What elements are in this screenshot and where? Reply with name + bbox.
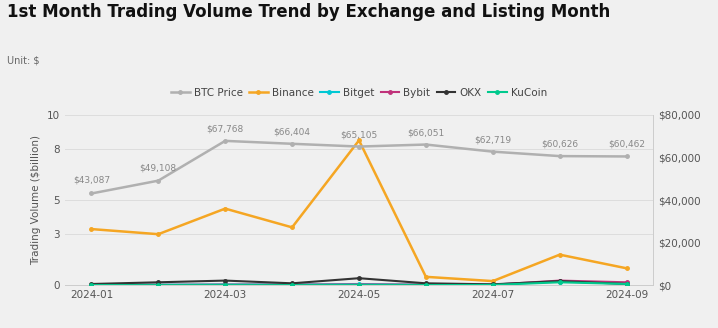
KuCoin [488, 283, 497, 287]
Bybit [488, 283, 497, 287]
KuCoin [623, 282, 631, 286]
BTC Price [421, 143, 430, 147]
Binance [488, 279, 497, 283]
Bitget [288, 282, 297, 286]
BTC Price [488, 150, 497, 154]
KuCoin [87, 283, 95, 287]
Line: Bybit: Bybit [90, 279, 628, 287]
Bybit [87, 283, 95, 287]
Line: Bitget: Bitget [90, 280, 628, 286]
KuCoin [288, 283, 297, 287]
Y-axis label: Trading Volume ($billion): Trading Volume ($billion) [31, 135, 41, 265]
KuCoin [154, 283, 162, 287]
Bybit [154, 283, 162, 287]
OKX [556, 279, 564, 283]
Bitget [623, 281, 631, 285]
Bitget [221, 282, 230, 286]
Bitget [154, 283, 162, 287]
Binance [87, 227, 95, 231]
Bybit [355, 282, 363, 286]
KuCoin [556, 280, 564, 284]
Text: $67,768: $67,768 [207, 124, 244, 133]
Bybit [288, 283, 297, 287]
Text: $60,462: $60,462 [608, 140, 645, 149]
OKX [221, 278, 230, 282]
Bybit [421, 283, 430, 287]
Legend: BTC Price, Binance, Bitget, Bybit, OKX, KuCoin: BTC Price, Binance, Bitget, Bybit, OKX, … [167, 84, 551, 102]
OKX [154, 280, 162, 284]
Bybit [221, 283, 230, 287]
Text: $66,404: $66,404 [274, 127, 311, 136]
BTC Price [154, 179, 162, 183]
Binance [288, 225, 297, 229]
Text: 1st Month Trading Volume Trend by Exchange and Listing Month: 1st Month Trading Volume Trend by Exchan… [7, 3, 610, 21]
Binance [623, 266, 631, 270]
Line: KuCoin: KuCoin [90, 280, 628, 287]
OKX [288, 281, 297, 285]
Binance [154, 232, 162, 236]
OKX [355, 276, 363, 280]
Bitget [355, 282, 363, 286]
BTC Price [355, 145, 363, 149]
Bitget [488, 282, 497, 286]
OKX [623, 282, 631, 286]
KuCoin [421, 283, 430, 287]
OKX [488, 282, 497, 286]
OKX [421, 281, 430, 285]
Text: $65,105: $65,105 [340, 130, 378, 139]
KuCoin [355, 283, 363, 287]
Binance [421, 275, 430, 279]
BTC Price [221, 139, 230, 143]
Text: $62,719: $62,719 [475, 135, 511, 144]
Line: OKX: OKX [90, 277, 628, 286]
Bitget [87, 282, 95, 286]
KuCoin [221, 283, 230, 287]
Text: $60,626: $60,626 [541, 140, 578, 149]
Binance [556, 253, 564, 256]
Line: BTC Price: BTC Price [90, 139, 628, 195]
BTC Price [87, 192, 95, 195]
OKX [87, 282, 95, 286]
Binance [355, 138, 363, 142]
Line: Binance: Binance [90, 139, 628, 283]
BTC Price [288, 142, 297, 146]
Binance [221, 207, 230, 211]
Bybit [623, 280, 631, 284]
Bybit [556, 278, 564, 282]
Bitget [556, 280, 564, 284]
BTC Price [623, 154, 631, 158]
Text: $49,108: $49,108 [140, 163, 177, 172]
Bitget [421, 283, 430, 287]
Text: $66,051: $66,051 [407, 128, 444, 137]
Text: $43,087: $43,087 [73, 176, 110, 185]
BTC Price [556, 154, 564, 158]
Text: Unit: $: Unit: $ [7, 56, 39, 66]
